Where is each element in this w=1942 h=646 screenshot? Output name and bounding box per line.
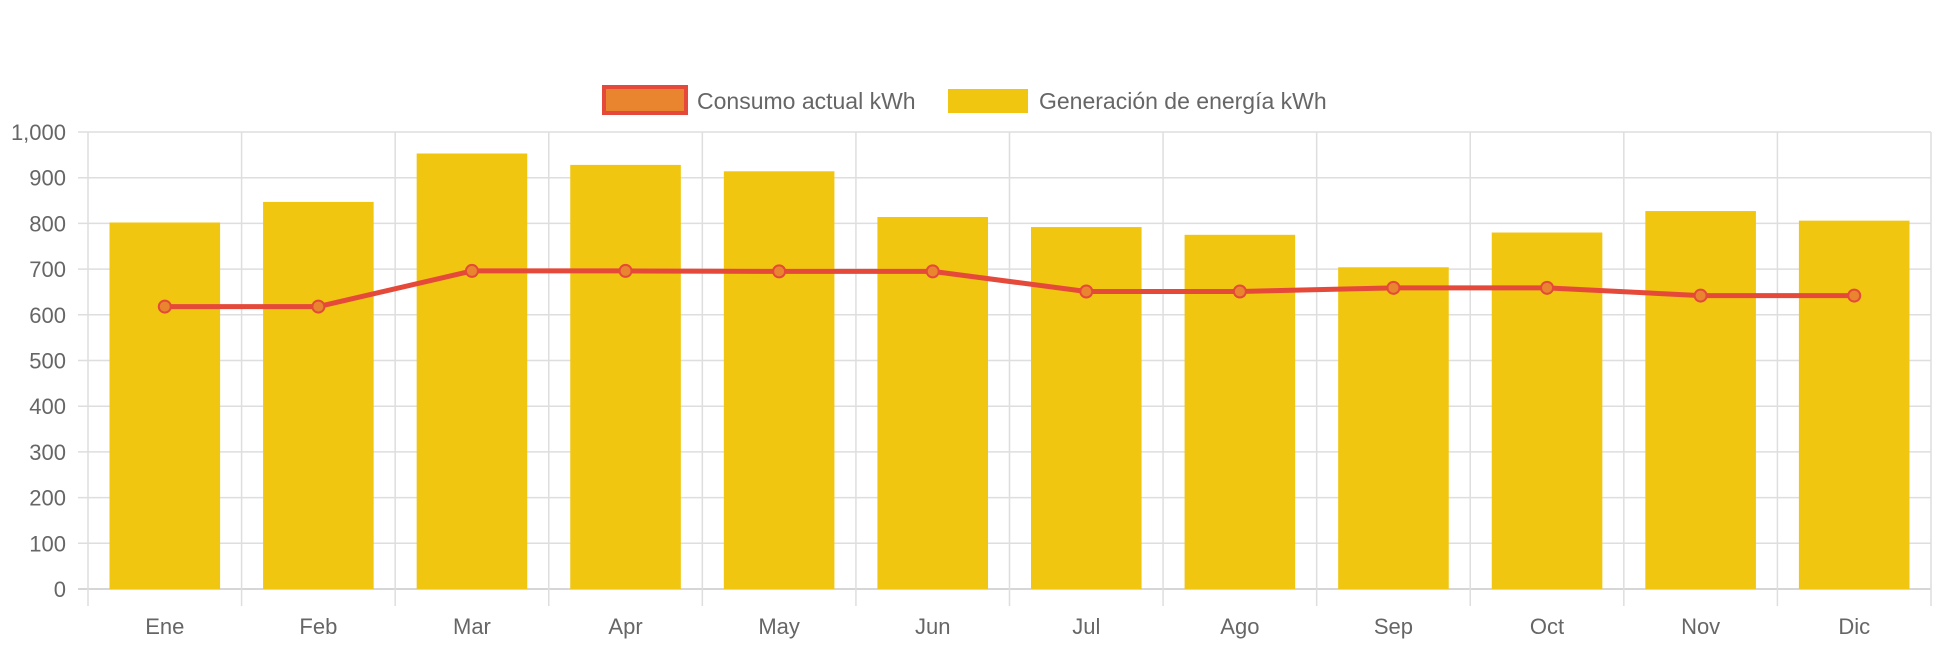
bar-may (723, 171, 835, 589)
x-tick-label: Dic (1838, 614, 1870, 639)
x-tick-label: Jul (1072, 614, 1100, 639)
legend: Consumo actual kWh Generación de energía… (602, 85, 1327, 115)
consumo-point-ene (157, 299, 172, 314)
x-tick-label: Nov (1681, 614, 1720, 639)
bar-apr (570, 164, 681, 590)
bar-ene (109, 222, 221, 589)
consumo-point-feb (311, 299, 326, 314)
x-tick-label: May (758, 614, 800, 639)
legend-label-consumo: Consumo actual kWh (697, 88, 916, 114)
y-tick-label: 800 (29, 211, 66, 236)
consumo-point-jul (1079, 284, 1094, 299)
legend-swatch-generacion (948, 89, 1028, 113)
y-tick-label: 700 (29, 257, 66, 282)
y-tick-label: 400 (29, 394, 66, 419)
consumo-point-ago (1232, 284, 1247, 299)
y-tick-label: 600 (29, 303, 66, 328)
x-tick-label: Oct (1530, 614, 1564, 639)
line-series (157, 263, 1862, 314)
legend-item-generacion[interactable]: Generación de energía kWh (948, 88, 1327, 114)
y-tick-label: 300 (29, 440, 66, 465)
bar-jul (1031, 227, 1142, 589)
y-tick-label: 900 (29, 166, 66, 191)
legend-swatch-consumo (602, 85, 688, 115)
bar-dic (1798, 220, 1910, 589)
consumo-point-oct (1540, 280, 1555, 295)
consumo-point-mar (464, 263, 479, 278)
x-tick-label: Feb (299, 614, 337, 639)
x-tick-label: Sep (1374, 614, 1413, 639)
consumo-point-may (772, 264, 787, 279)
x-tick-label: Apr (608, 614, 642, 639)
bar-series (109, 153, 1910, 590)
x-tick-label: Mar (453, 614, 491, 639)
bar-mar (416, 153, 528, 589)
y-tick-label: 0 (54, 577, 66, 602)
consumo-point-jun (925, 264, 940, 279)
consumo-point-dic (1847, 288, 1862, 303)
legend-item-consumo[interactable]: Consumo actual kWh (602, 85, 916, 115)
bar-sep (1338, 267, 1449, 589)
y-axis: 0 100 200 300 400 500 600 700 800 900 1,000 (11, 120, 66, 602)
consumo-point-sep (1386, 280, 1401, 295)
bar-nov (1645, 211, 1756, 589)
y-tick-label: 200 (29, 486, 66, 511)
consumo-point-nov (1693, 288, 1708, 303)
x-tick-label: Ago (1220, 614, 1259, 639)
x-tick-label: Ene (145, 614, 184, 639)
y-tick-label: 500 (29, 349, 66, 374)
x-tick-label: Jun (915, 614, 950, 639)
y-tick-label: 1,000 (11, 120, 66, 145)
x-axis: Ene Feb Mar Apr May Jun Jul Ago Sep Oct Nov Dic (145, 614, 1870, 639)
bar-feb (263, 201, 374, 589)
grid-lines (78, 131, 1932, 606)
bar-jun (877, 217, 988, 589)
consumo-line (164, 268, 1855, 310)
legend-label-generacion: Generación de energía kWh (1039, 88, 1327, 114)
consumo-point-apr (618, 263, 633, 278)
y-tick-label: 100 (29, 531, 66, 556)
